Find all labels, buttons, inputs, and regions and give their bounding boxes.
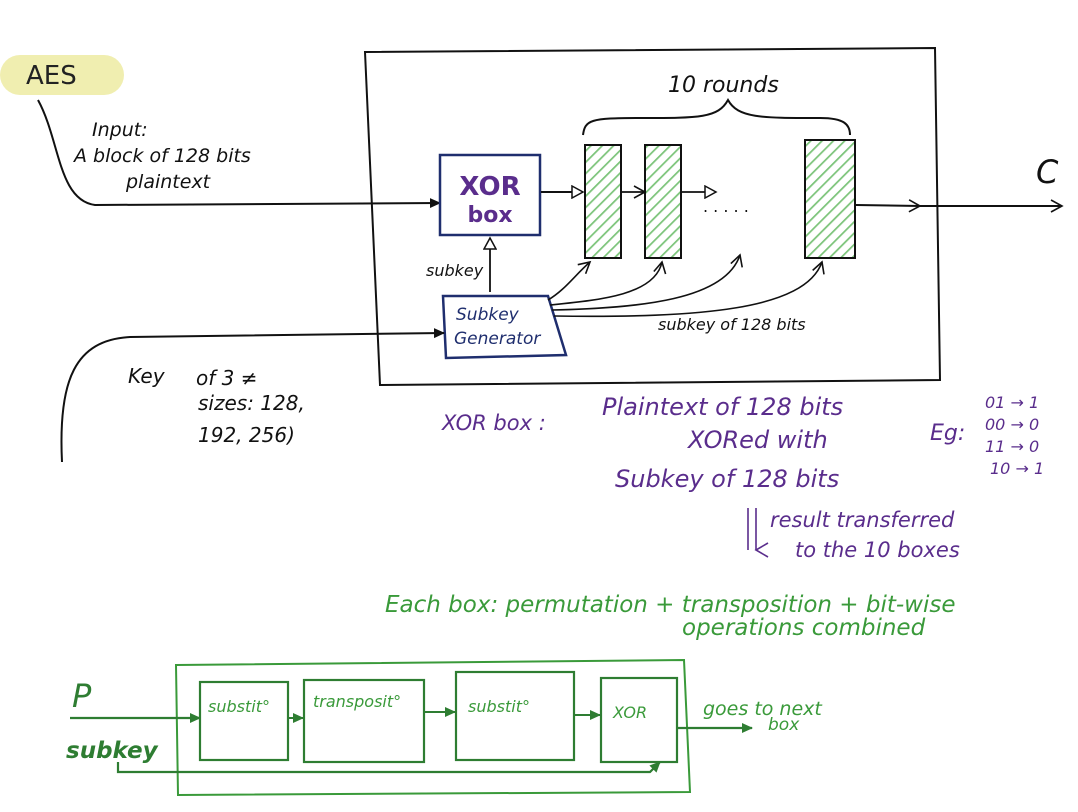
pipeline-box-3-frame <box>454 670 576 762</box>
pipeline-box-xor: XOR <box>599 676 679 764</box>
subkey-generator-line-2: Generator <box>454 329 541 349</box>
aes-badge-label: AES <box>26 61 77 91</box>
xor-explanation: XOR box : Plaintext of 128 bits XORed wi… <box>441 393 960 562</box>
round-box-1 <box>584 144 622 259</box>
output-c-label: C <box>1036 153 1059 191</box>
subkey-arrow-round-2 <box>549 260 667 306</box>
example-label: Eg: <box>930 421 965 446</box>
pipeline-box-substit-1: substit° <box>198 680 290 762</box>
pipeline-box-1-frame <box>198 680 290 762</box>
each-box-line-1: Each box: permutation + transposition + … <box>385 592 956 618</box>
xor-box-frame <box>438 153 542 237</box>
each-box-line-2: operations combined <box>682 615 926 641</box>
pipeline-next-label-2: box <box>768 715 800 735</box>
aes-badge: AES <box>0 55 124 95</box>
input-line-2: A block of 128 bits <box>72 145 251 167</box>
input-arrow <box>37 99 441 209</box>
xor-explanation-label: XOR box : <box>441 411 546 435</box>
subkey-to-xor-pipeline-arrow <box>116 761 661 774</box>
rounds-ellipsis: . . . . . <box>703 197 749 216</box>
xor-explanation-line-1: Plaintext of 128 bits <box>602 393 843 421</box>
pipeline-subkey-label: subkey <box>66 738 159 764</box>
round-box-2 <box>644 144 682 259</box>
subkey-generator-line-1: Subkey <box>456 305 520 325</box>
subkey-small-label: subkey <box>426 261 484 280</box>
key-line-1: Key <box>128 364 166 388</box>
xor-box-line-2: box <box>467 203 512 228</box>
key-line-4: 192, 256) <box>198 423 295 447</box>
output-arrow-inner <box>855 199 922 213</box>
pipeline-box-transposit: transposit° <box>302 678 426 764</box>
subkey-bits-label: subkey of 128 bits <box>658 315 806 334</box>
pipeline-p-label: P <box>72 677 92 715</box>
subkey-generator-frame <box>441 294 568 360</box>
key-line-2: of 3 ≠ <box>196 366 257 390</box>
input-line-3: plaintext <box>125 171 212 193</box>
pipeline-box-3-label: substit° <box>468 697 530 716</box>
key-line-3: sizes: 128, <box>198 391 305 415</box>
rounds-brace <box>582 97 851 136</box>
example-row-2: 00 → 0 <box>985 415 1039 434</box>
pipeline-box-4-frame <box>599 676 679 764</box>
pipeline-box-substit-2: substit° <box>454 670 576 762</box>
subkey-generator: Subkey Generator <box>441 294 568 360</box>
pipeline-box-2-label: transposit° <box>313 692 401 711</box>
result-line-2: to the 10 boxes <box>795 538 960 562</box>
input-line-1: Input: <box>92 119 148 141</box>
pipeline-box-1-label: substit° <box>208 697 270 716</box>
aes-main-box <box>363 46 942 387</box>
key-arrow <box>60 328 445 463</box>
subkey-arrow-round-3 <box>551 253 743 311</box>
example-row-1: 01 → 1 <box>985 393 1039 412</box>
pipeline-box-2-frame <box>302 678 426 764</box>
each-box-description: Each box: permutation + transposition + … <box>385 592 956 641</box>
xor-box: XOR box <box>438 153 542 237</box>
xor-explanation-line-2: XORed with <box>686 426 828 454</box>
xor-explanation-line-3: Subkey of 128 bits <box>615 465 839 493</box>
key-label: Key of 3 ≠ sizes: 128, 192, 256) <box>128 364 305 447</box>
subkey-arrow-round-1 <box>547 260 592 301</box>
example-row-4: 10 → 1 <box>990 459 1044 478</box>
round-box-10 <box>804 139 856 259</box>
pipeline-next-label: goes to next <box>703 698 823 720</box>
pipeline-outer-box <box>174 658 692 797</box>
result-line-1: result transferred <box>770 508 955 532</box>
rounds-label: 10 rounds <box>668 73 779 98</box>
aes-badge-bg <box>0 55 124 95</box>
xor-box-line-1: XOR <box>459 172 520 202</box>
example-row-3: 11 → 0 <box>985 437 1039 456</box>
input-label: Input: A block of 128 bits plaintext <box>72 119 251 193</box>
xor-example: Eg: 01 → 1 00 → 0 11 → 0 10 → 1 <box>930 393 1044 478</box>
subkey-arrow-round-10 <box>553 260 825 318</box>
pipeline-box-4-label: XOR <box>612 703 647 722</box>
